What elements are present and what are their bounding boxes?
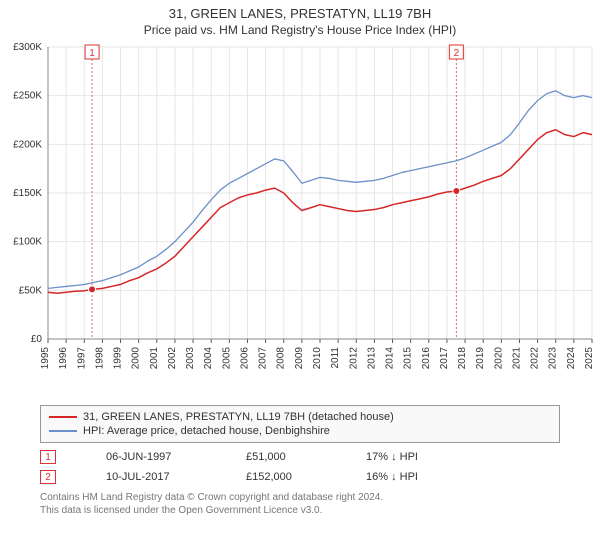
svg-text:2016: 2016 [421,347,432,370]
svg-text:1996: 1996 [58,347,69,370]
svg-text:2023: 2023 [548,347,559,370]
svg-text:£150K: £150K [13,188,42,199]
svg-text:£50K: £50K [19,285,43,296]
svg-text:1997: 1997 [76,347,87,370]
sale-price: £51,000 [246,451,316,463]
legend-label: 31, GREEN LANES, PRESTATYN, LL19 7BH (de… [83,411,394,423]
chart-area: £0 £50K £100K £150K £200K £250K £300K 1995 1996 1… [0,39,600,399]
svg-text:2022: 2022 [530,347,541,370]
svg-text:2000: 2000 [131,347,142,370]
svg-text:2007: 2007 [258,347,269,370]
svg-text:2004: 2004 [203,347,214,370]
svg-text:2006: 2006 [239,347,250,370]
svg-text:2024: 2024 [566,347,577,370]
footer-line: Contains HM Land Registry data © Crown c… [40,491,560,504]
legend-swatch [49,430,77,432]
svg-text:2008: 2008 [276,347,287,370]
svg-text:£300K: £300K [13,42,42,53]
title-address: 31, GREEN LANES, PRESTATYN, LL19 7BH [0,6,600,21]
legend: 31, GREEN LANES, PRESTATYN, LL19 7BH (de… [40,405,560,443]
svg-text:2005: 2005 [221,347,232,370]
svg-text:£0: £0 [31,334,43,345]
svg-text:1995: 1995 [40,347,51,370]
svg-text:2021: 2021 [511,347,522,370]
sale-date: 06-JUN-1997 [106,451,196,463]
sale-delta: 17% ↓ HPI [366,451,446,463]
svg-text:2013: 2013 [366,347,377,370]
legend-item: 31, GREEN LANES, PRESTATYN, LL19 7BH (de… [49,410,551,424]
svg-text:2020: 2020 [493,347,504,370]
sale-price: £152,000 [246,471,316,483]
svg-text:2003: 2003 [185,347,196,370]
chart-title-block: 31, GREEN LANES, PRESTATYN, LL19 7BH Pri… [0,0,600,39]
svg-text:1: 1 [89,48,95,59]
svg-text:2017: 2017 [439,347,450,370]
legend-label: HPI: Average price, detached house, Denb… [83,425,330,437]
svg-text:1999: 1999 [113,347,124,370]
sales-list: 1 06-JUN-1997 £51,000 17% ↓ HPI 2 10-JUL-2017… [0,447,600,487]
svg-text:£100K: £100K [13,237,42,248]
sale-date: 10-JUL-2017 [106,471,196,483]
svg-text:2025: 2025 [584,347,595,370]
svg-text:1998: 1998 [94,347,105,370]
footer: Contains HM Land Registry data © Crown c… [0,487,600,517]
svg-text:2009: 2009 [294,347,305,370]
sale-marker-icon: 2 [40,470,56,484]
sale-marker-icon: 1 [40,450,56,464]
svg-text:2012: 2012 [348,347,359,370]
title-subtitle: Price paid vs. HM Land Registry's House … [0,23,600,37]
sale-delta: 16% ↓ HPI [366,471,446,483]
svg-text:2019: 2019 [475,347,486,370]
svg-text:2010: 2010 [312,347,323,370]
legend-swatch [49,416,77,418]
svg-text:2011: 2011 [330,347,341,369]
legend-item: HPI: Average price, detached house, Denb… [49,424,551,438]
svg-text:2018: 2018 [457,347,468,370]
svg-text:2: 2 [454,48,460,59]
svg-text:2014: 2014 [385,347,396,370]
svg-text:£200K: £200K [13,139,42,150]
sale-row: 2 10-JUL-2017 £152,000 16% ↓ HPI [0,467,600,487]
svg-text:2002: 2002 [167,347,178,370]
footer-line: This data is licensed under the Open Gov… [40,504,560,517]
svg-text:2001: 2001 [149,347,160,370]
svg-text:2015: 2015 [403,347,414,370]
sale-row: 1 06-JUN-1997 £51,000 17% ↓ HPI [0,447,600,467]
line-chart: £0 £50K £100K £150K £200K £250K £300K 1995 1996 1… [0,39,600,399]
svg-text:£250K: £250K [13,91,42,102]
